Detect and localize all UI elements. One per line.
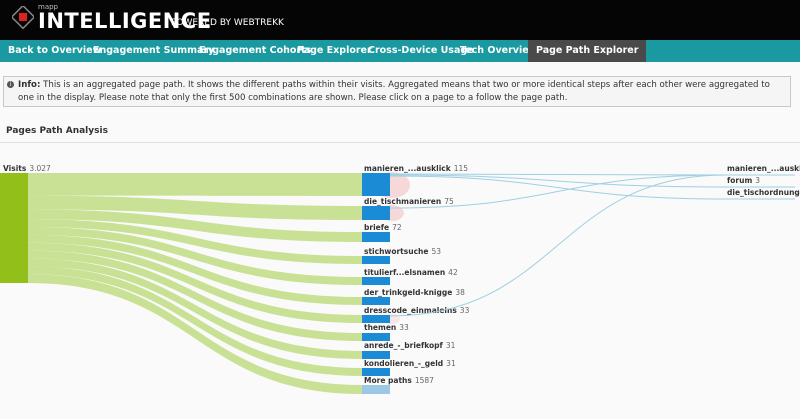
info-label: Info: (18, 80, 41, 90)
page-node[interactable] (362, 297, 390, 305)
page-label-name[interactable]: kondolieren_-_geld (364, 359, 443, 368)
page-label[interactable]: manieren_...ausklick5 (727, 164, 800, 173)
nav-tab[interactable]: Tech Overview (460, 45, 538, 56)
page-node[interactable] (362, 333, 390, 341)
page-label-name[interactable]: anrede_-_briefkopf (364, 341, 444, 350)
page-node[interactable] (362, 256, 390, 264)
link (389, 173, 726, 176)
page-node[interactable] (362, 277, 390, 285)
section-title: Pages Path Analysis (6, 126, 108, 136)
source-label[interactable]: Visits 3.027 (3, 164, 51, 173)
flow (28, 227, 362, 285)
flow (28, 266, 362, 376)
nav-bar: Back to Overview Engagement Summary Engage… (0, 40, 800, 62)
page-label-value: 33 (399, 323, 409, 332)
info-box: i Info: This is an aggregated page path.… (3, 76, 791, 107)
product-title: INTELLIGENCE (38, 9, 212, 33)
page-label[interactable]: manieren_...ausklick 115 (364, 164, 468, 173)
page-label-value: 31 (446, 341, 456, 350)
page-node[interactable] (362, 206, 390, 220)
logo (12, 6, 34, 30)
page-label[interactable]: die_tischmanieren 75 (364, 197, 454, 206)
page-label-value: 72 (392, 223, 402, 232)
page-label-value: 53 (431, 247, 441, 256)
page-node[interactable] (362, 315, 390, 323)
nav-tab[interactable]: Engagement Summary (93, 45, 215, 56)
flow (28, 209, 362, 242)
page-label-name[interactable]: der_trinkgeld-knigge (364, 288, 452, 297)
page-label-value: 3 (755, 176, 760, 185)
page-node[interactable] (362, 368, 390, 376)
page-label-name[interactable]: manieren_...ausklick (727, 164, 800, 173)
brand: mapp (38, 3, 58, 11)
page-label[interactable]: briefe 72 (364, 223, 402, 232)
page-node[interactable] (362, 173, 390, 196)
page-label-value: 31 (446, 359, 456, 368)
page-label[interactable]: dresscode_einmaleins 33 (364, 306, 470, 315)
info-icon: i (7, 81, 14, 88)
header: mapp INTELLIGENCE POWERED BY WEBTREKK (0, 0, 800, 40)
flow (28, 219, 362, 264)
flow (28, 274, 362, 394)
nav-tab[interactable]: Page Path Explorer (528, 40, 647, 62)
link (389, 175, 726, 200)
page-label[interactable]: kondolieren_-_geld 31 (364, 359, 456, 368)
divider (0, 142, 800, 143)
flow (28, 258, 362, 359)
page-label[interactable]: anrede_-_briefkopf 31 (364, 341, 456, 350)
flow (28, 250, 362, 341)
link (389, 174, 726, 209)
page-label-name[interactable]: themen (364, 323, 396, 332)
page-label-name[interactable]: titulierf...elsnamen (364, 268, 445, 277)
page-label[interactable]: der_trinkgeld-knigge 38 (364, 288, 465, 297)
page-label-name[interactable]: briefe (364, 223, 389, 232)
page-label-name[interactable]: dresscode_einmaleins (364, 306, 457, 315)
page-label[interactable]: themen 33 (364, 323, 409, 332)
flow (28, 173, 362, 196)
page-label-name[interactable]: die_tischordnung (727, 188, 800, 197)
flow (28, 242, 362, 323)
page-label-value: 33 (460, 306, 470, 315)
page-node[interactable] (362, 232, 390, 242)
page-node[interactable] (362, 351, 390, 359)
page-label[interactable]: stichwortsuche 53 (364, 247, 441, 256)
page-label[interactable]: forum 3 (727, 176, 760, 185)
source-label-value: 3.027 (29, 164, 51, 173)
page-label-value: 115 (454, 164, 469, 173)
page-label-name[interactable]: stichwortsuche (364, 247, 428, 256)
page-node[interactable] (362, 385, 390, 394)
nav-tab[interactable]: Engagement Cohorts (199, 45, 312, 56)
source-node[interactable] (0, 173, 28, 283)
nav-tab[interactable]: Back to Overview (8, 45, 102, 56)
nav-tab[interactable]: Page Explorer (297, 45, 372, 56)
flow (28, 234, 362, 305)
powered-by: POWERED BY WEBTREKK (171, 18, 284, 28)
flow (28, 195, 362, 220)
nav-tab[interactable]: Cross-Device Usage (368, 45, 474, 56)
info-body: This is an aggregated page path. It show… (18, 80, 770, 103)
page-label-name[interactable]: die_tischmanieren (364, 197, 441, 206)
page-label-value: 75 (444, 197, 454, 206)
link (389, 174, 726, 188)
link (389, 174, 726, 317)
page-label-value: 42 (448, 268, 458, 277)
page-label-value: 1587 (415, 376, 434, 385)
page-label[interactable]: titulierf...elsnamen 42 (364, 268, 458, 277)
info-text: Info: This is an aggregated page path. I… (18, 79, 788, 105)
page-label-name[interactable]: forum (727, 176, 752, 185)
page-label-value: 38 (455, 288, 465, 297)
page-label[interactable]: More paths 1587 (364, 376, 434, 385)
page-label-name[interactable]: More paths (364, 376, 412, 385)
source-label-name[interactable]: Visits (3, 164, 27, 173)
page-label-name[interactable]: manieren_...ausklick (364, 164, 452, 173)
page-label[interactable]: die_tischordnung2 (727, 188, 800, 197)
